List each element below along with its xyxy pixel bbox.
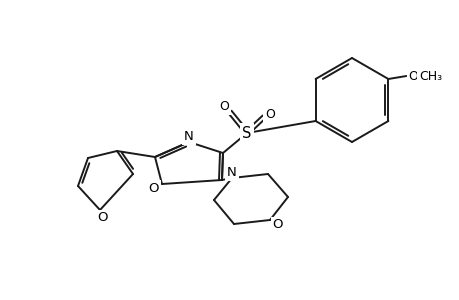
Text: O: O (218, 100, 229, 113)
Text: CH₃: CH₃ (418, 70, 441, 83)
Text: O: O (408, 70, 417, 83)
Text: S: S (242, 125, 251, 140)
Text: O: O (272, 218, 283, 232)
Text: N: N (227, 167, 236, 179)
Text: O: O (148, 182, 159, 194)
Text: O: O (264, 109, 274, 122)
Text: N: N (184, 130, 193, 143)
Text: O: O (98, 212, 108, 224)
